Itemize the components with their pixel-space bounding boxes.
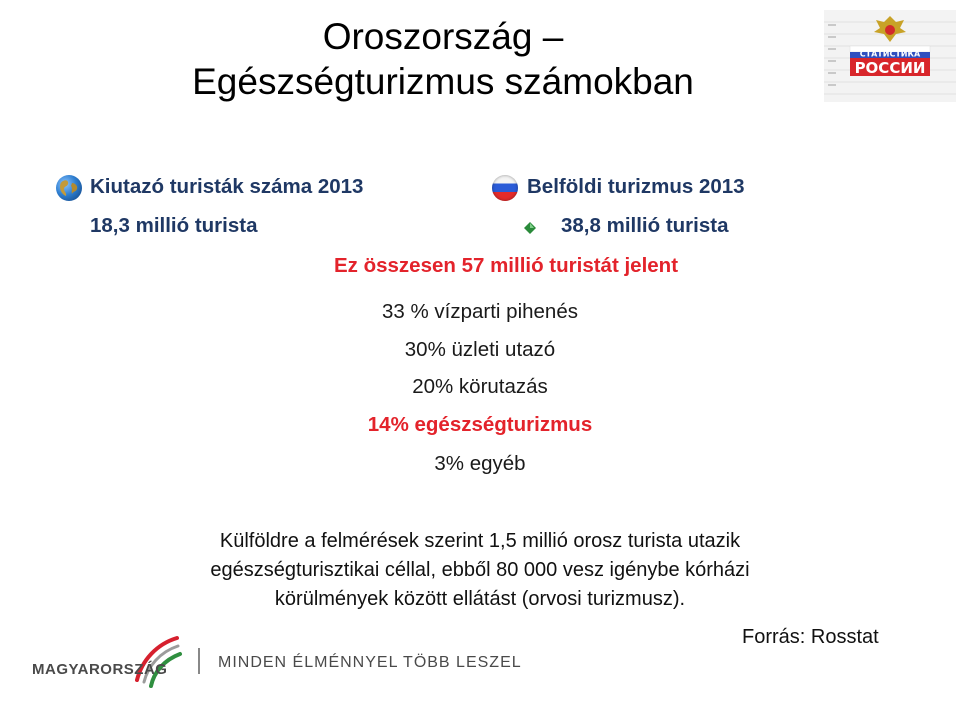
breakdown-item: 33 % vízparti pihenés bbox=[381, 300, 578, 323]
domestic-heading: Belföldi turizmus 2013 bbox=[527, 175, 745, 198]
footer-divider bbox=[198, 648, 200, 674]
title-line-1: Oroszország – bbox=[322, 16, 564, 57]
bullet-icon bbox=[524, 221, 536, 239]
globe-icon bbox=[56, 175, 82, 201]
breakdown-item-highlight: 14% egészségturizmus bbox=[367, 413, 593, 436]
outbound-value: 18,3 millió turista bbox=[90, 214, 258, 237]
page-title: Oroszország – Egészségturizmus számokban bbox=[0, 14, 886, 104]
outbound-heading: Kiutazó turisták száma 2013 bbox=[90, 175, 364, 198]
hungary-swirl-icon bbox=[135, 636, 182, 688]
breakdown-item: 20% körutazás bbox=[412, 375, 548, 398]
brand-name: MAGYARORSZÁG bbox=[32, 661, 168, 678]
title-line-2: Egészségturizmus számokban bbox=[192, 61, 694, 102]
domestic-value: 38,8 millió turista bbox=[561, 214, 729, 237]
paragraph-line-1: Külföldre a felmérések szerint 1,5 milli… bbox=[219, 530, 741, 552]
hungary-logo: MAGYARORSZÁG bbox=[32, 630, 192, 696]
rosstat-logo-graphic: СТАТИСТИКА РОССИИ bbox=[824, 10, 956, 102]
paragraph: Külföldre a felmérések szerint 1,5 milli… bbox=[0, 527, 960, 614]
paragraph-line-2: egészségturisztikai céllal, ebből 80 000… bbox=[210, 559, 750, 581]
breakdown-item: 30% üzleti utazó bbox=[404, 338, 556, 361]
rosstat-logo: СТАТИСТИКА РОССИИ bbox=[824, 10, 956, 102]
logo-org-text: СТАТИСТИКА bbox=[860, 50, 921, 59]
footer-slogan: MINDEN ÉLMÉNNYEL TÖBB LESZEL bbox=[218, 654, 522, 671]
paragraph-line-3: körülmények között ellátást (orvosi turi… bbox=[274, 588, 686, 610]
source-note: Forrás: Rosstat bbox=[742, 626, 879, 648]
breakdown-item: 3% egyéb bbox=[434, 452, 526, 475]
logo-country-text: РОССИИ bbox=[855, 59, 926, 77]
russian-flag-icon bbox=[492, 175, 518, 201]
total-line: Ez összesen 57 millió turistát jelent bbox=[333, 254, 679, 277]
